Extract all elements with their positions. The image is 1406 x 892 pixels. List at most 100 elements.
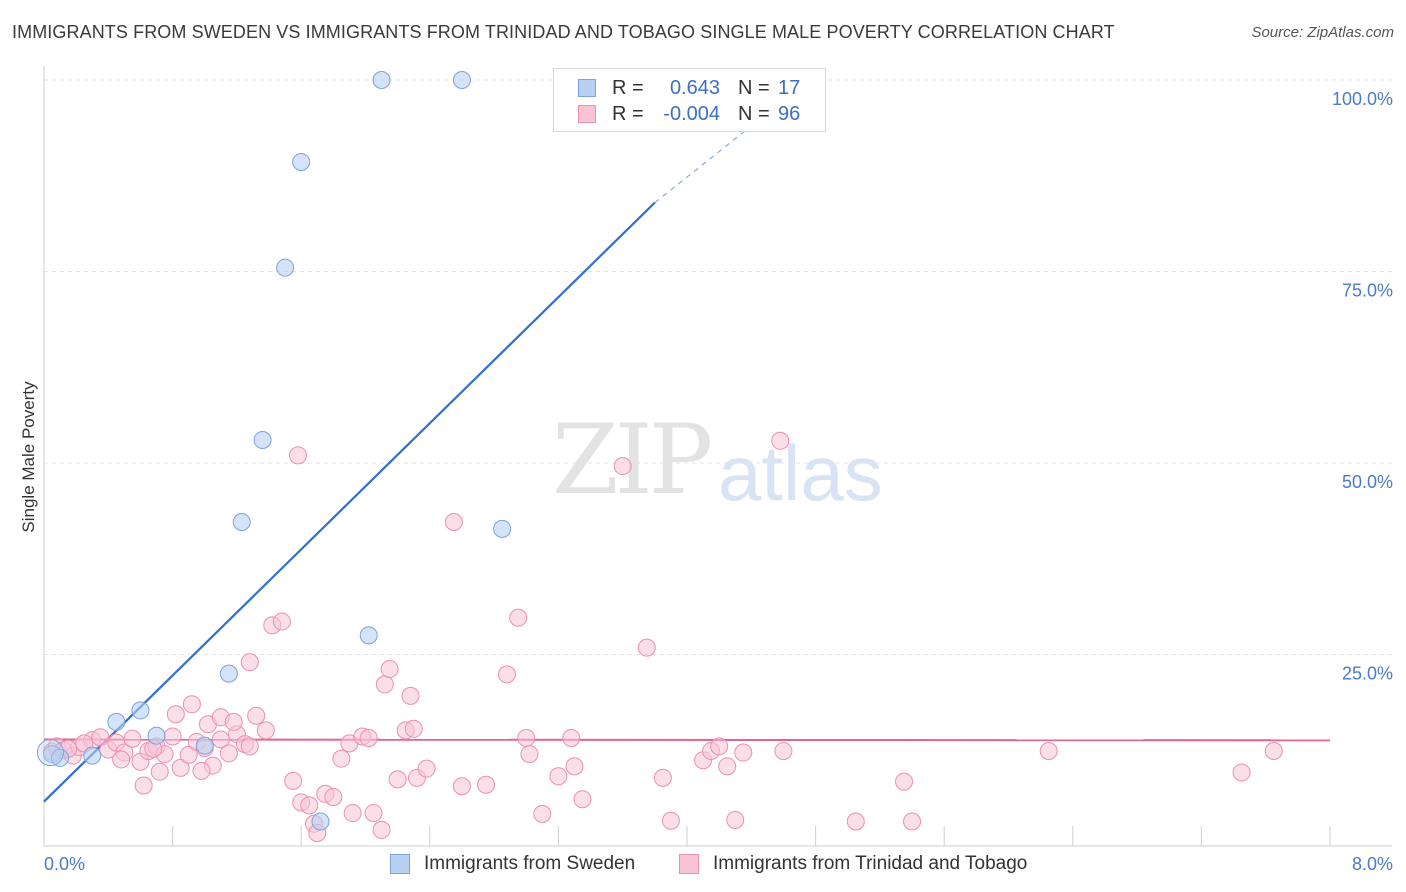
trinidad-point — [565, 757, 584, 776]
trinidad-point — [653, 768, 672, 787]
trinidad-trend-line — [43, 738, 1331, 742]
n-label: N = — [738, 103, 770, 125]
trinidad-point — [150, 762, 169, 781]
stats-legend: R = 0.643 N = 17 R = -0.004 N = 96 — [553, 68, 826, 132]
trinidad-point — [240, 653, 259, 672]
trinidad-point — [452, 777, 471, 796]
source-label: Source: ZipAtlas.com — [1251, 24, 1394, 41]
trinidad-point — [726, 810, 745, 829]
trend-lines — [43, 125, 1331, 803]
sweden-point — [107, 712, 126, 731]
sweden-point — [311, 812, 330, 831]
y-tick-label: 75.0% — [1342, 281, 1393, 301]
trinidad-point — [123, 729, 142, 748]
trinidad-point — [417, 759, 436, 778]
sweden-point — [147, 726, 166, 745]
trinidad-point — [224, 712, 243, 731]
grid-lines — [44, 79, 1392, 655]
trinidad-point — [517, 728, 536, 747]
r-label: R = — [612, 103, 644, 125]
trinidad-point — [562, 728, 581, 747]
trinidad-point — [613, 457, 632, 476]
sweden-swatch — [578, 79, 596, 97]
trinidad-point — [272, 612, 291, 631]
trinidad-point — [549, 767, 568, 786]
trinidad-point — [1232, 763, 1251, 782]
trinidad-point — [520, 745, 539, 764]
watermark-atlas: atlas — [718, 429, 883, 517]
sweden-trend-extension — [654, 125, 752, 204]
trinidad-point — [637, 638, 656, 657]
trinidad-point — [112, 750, 131, 769]
trinidad-point — [718, 757, 737, 776]
trinidad-point — [388, 770, 407, 789]
trinidad-point — [661, 811, 680, 830]
trinidad-point — [477, 775, 496, 794]
sweden-cluster-point — [36, 739, 64, 767]
trinidad-point — [219, 744, 238, 763]
trinidad-point — [256, 721, 275, 740]
trinidad-point — [192, 761, 211, 780]
trinidad-point — [179, 745, 198, 764]
trinidad-point — [288, 446, 307, 465]
sweden-point — [493, 519, 512, 538]
r-label: R = — [612, 77, 644, 99]
trinidad-point — [404, 719, 423, 738]
trinidad-point — [895, 772, 914, 791]
trinidad-point — [240, 737, 259, 756]
sweden-point — [83, 746, 102, 765]
r-value: -0.004 — [663, 103, 720, 125]
y-axis-label: Single Male Poverty — [19, 381, 38, 533]
x-tick-label: 8.0% — [1352, 854, 1393, 874]
trinidad-point — [774, 742, 793, 761]
n-value: 17 — [778, 77, 801, 99]
trinidad-point — [171, 758, 190, 777]
trinidad-point — [359, 728, 378, 747]
sweden-trend-line — [43, 201, 656, 803]
n-value: 96 — [778, 103, 801, 125]
axis-labels: 25.0% 50.0% 75.0% 100.0% 0.0% 8.0% Single Male… — [19, 89, 1393, 874]
sweden-point — [195, 736, 214, 755]
trinidad-swatch — [578, 105, 596, 123]
trinidad-point — [247, 706, 266, 725]
trinidad-point — [134, 776, 153, 795]
trinidad-point — [710, 737, 729, 756]
points-layer — [36, 71, 1283, 842]
sweden-legend-swatch — [390, 854, 410, 874]
trinidad-point — [324, 787, 343, 806]
n-label: N = — [738, 77, 770, 99]
r-value: 0.643 — [669, 77, 720, 99]
trinidad-legend-label: Immigrants from Trinidad and Tobago — [713, 853, 1028, 874]
watermark-zip: ZIP — [552, 404, 713, 516]
sweden-point — [276, 258, 295, 277]
chart-title: IMMIGRANTS FROM SWEDEN VS IMMIGRANTS FRO… — [12, 22, 1115, 42]
trinidad-legend-swatch — [679, 854, 699, 874]
trinidad-point — [734, 743, 753, 762]
trinidad-point — [372, 820, 391, 839]
sweden-point — [219, 664, 238, 683]
sweden-point — [372, 71, 391, 89]
y-tick-label: 25.0% — [1342, 664, 1393, 684]
y-tick-label: 50.0% — [1342, 472, 1393, 492]
trinidad-point — [497, 665, 516, 684]
trinidad-point — [401, 686, 420, 705]
trinidad-point — [166, 705, 185, 724]
series-legend: Immigrants from Sweden Immigrants from T… — [0, 852, 1406, 878]
sweden-point — [131, 701, 150, 720]
trinidad-point — [364, 804, 383, 823]
trinidad-point — [903, 812, 922, 831]
sweden-legend-label: Immigrants from Sweden — [424, 853, 636, 874]
trinidad-point — [375, 675, 394, 694]
trinidad-point — [1039, 742, 1058, 761]
axes — [43, 66, 1392, 847]
trinidad-point — [846, 812, 865, 831]
trinidad-point — [343, 804, 362, 823]
trinidad-point — [573, 790, 592, 809]
trinidad-point — [509, 608, 528, 627]
sweden-point — [232, 512, 251, 531]
sweden-point — [292, 152, 311, 171]
trinidad-point — [163, 727, 182, 746]
sweden-point — [253, 431, 272, 450]
sweden-point — [452, 71, 471, 89]
